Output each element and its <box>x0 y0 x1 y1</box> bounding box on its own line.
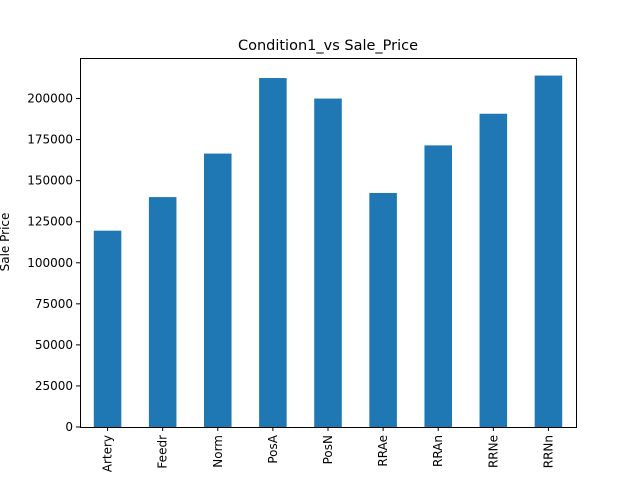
x-tick-label: PosN <box>321 435 335 464</box>
bar-norm <box>204 153 232 427</box>
x-tick-label: Feedr <box>156 435 170 469</box>
bar-rrae <box>369 192 397 427</box>
y-tick-label: 0 <box>65 420 73 434</box>
x-tick-label: PosA <box>266 434 280 463</box>
y-axis-label: Sale Price <box>0 213 12 272</box>
x-tick-label: Norm <box>211 435 225 468</box>
y-tick-label: 50000 <box>35 338 73 352</box>
plot-area-frame <box>80 58 577 428</box>
bar-rrnn <box>534 75 563 428</box>
x-tick-label: RRNe <box>486 435 500 468</box>
x-tick-label: RRAe <box>376 435 390 467</box>
y-tick-label: 25000 <box>35 379 73 393</box>
y-tick-label: 150000 <box>27 174 73 188</box>
chart-title: Condition1_vs Sale_Price <box>238 38 418 54</box>
x-tick-label: RRNn <box>541 435 555 468</box>
y-tick-label: 200000 <box>27 92 73 106</box>
x-axis-ticks: Artery Feedr Norm PosA PosN RRAe RRAn RRNe RRNn <box>101 427 555 472</box>
bar-posn <box>314 98 342 428</box>
bar-rran <box>424 145 452 428</box>
bar-feedr <box>148 197 177 427</box>
y-tick-label: 175000 <box>27 133 73 147</box>
bar-rrne <box>479 113 508 428</box>
y-tick-label: 100000 <box>27 256 73 270</box>
bar-artery <box>93 230 122 427</box>
x-tick-label: RRAn <box>431 435 445 467</box>
x-tick-label: Artery <box>101 435 115 472</box>
y-axis-ticks: 0 25000 50000 75000 100000 125000 150000 175000… <box>27 92 80 434</box>
bar-posa <box>259 78 287 427</box>
bars-group <box>93 75 563 428</box>
y-tick-label: 125000 <box>27 215 73 229</box>
y-tick-label: 75000 <box>35 297 73 311</box>
